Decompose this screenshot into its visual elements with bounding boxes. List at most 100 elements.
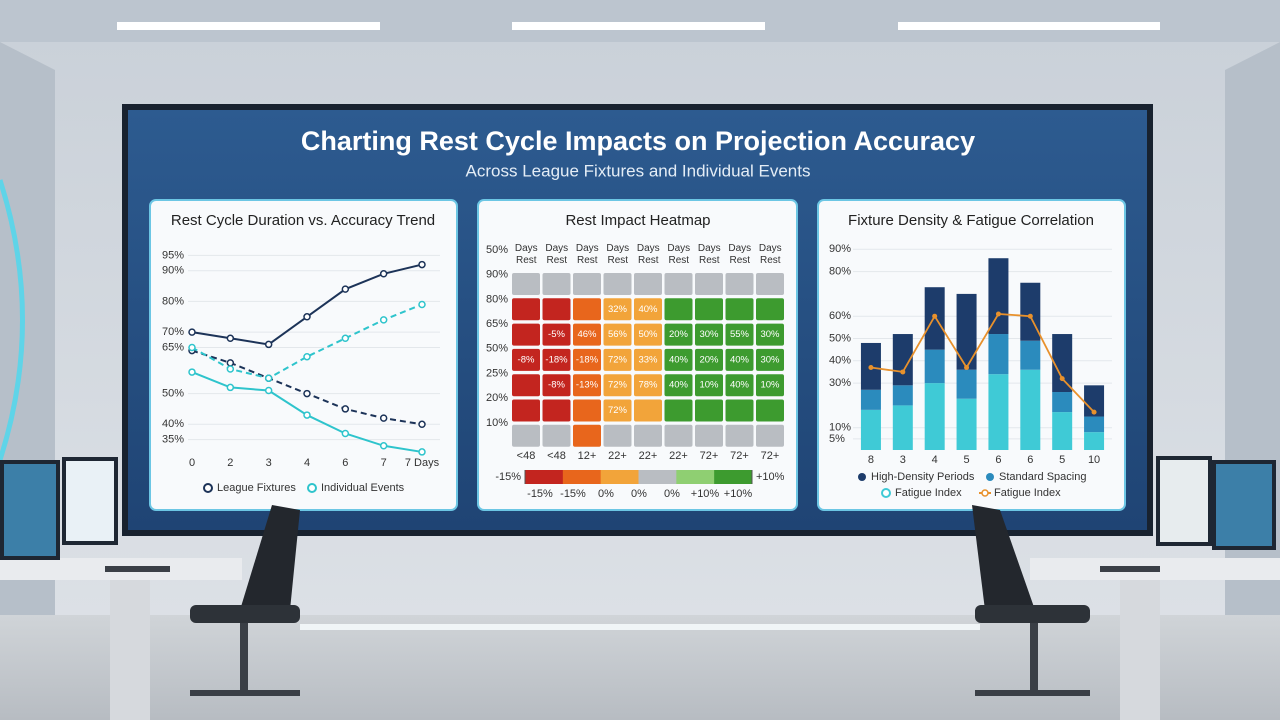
- y-tick-label: 10%: [829, 422, 851, 434]
- legend-marker: [203, 483, 213, 493]
- chair-seat: [975, 605, 1090, 623]
- point: [900, 369, 906, 375]
- heatmap-cell: [573, 273, 601, 295]
- floor: [0, 615, 1280, 720]
- x-tick-label: 5: [964, 454, 970, 466]
- cell-label: -8%: [518, 354, 535, 365]
- right-desk: [972, 456, 1280, 720]
- column-header-text: Days Rest: [728, 243, 752, 266]
- point: [341, 405, 350, 413]
- x-tick-label: 7 Days: [405, 457, 440, 469]
- x-tick-label: <48: [517, 450, 536, 462]
- cell-label: 30%: [760, 329, 780, 340]
- ceiling-light: [512, 22, 765, 30]
- scale-label: 0%: [598, 488, 614, 500]
- heatmap-cell: [725, 298, 754, 321]
- y-tick-label: 30%: [829, 377, 851, 389]
- x-tick-label: 6: [1027, 454, 1033, 466]
- y-tick-label: 40%: [162, 418, 184, 430]
- scale-label: -15%: [527, 488, 553, 500]
- x-tick-label: 6: [342, 457, 348, 469]
- heatmap-cell: [634, 273, 662, 295]
- heatmap-cell: [725, 424, 754, 447]
- cell-label: 46%: [577, 329, 597, 340]
- y-tick-label: 20%: [486, 392, 508, 404]
- chair-base: [190, 690, 300, 696]
- cell-label: 56%: [608, 329, 628, 340]
- colorbar-segment: [638, 470, 677, 484]
- heatmap-cell: [664, 348, 693, 371]
- heatmap-cell: [756, 323, 784, 346]
- legend-label: High-Density Periods: [871, 471, 975, 483]
- x-tick-label: 3: [266, 457, 272, 469]
- cell-label: 72%: [608, 354, 628, 365]
- point: [226, 359, 235, 367]
- heatmap-cell: [664, 273, 693, 295]
- colorbar-segment: [676, 470, 715, 484]
- legend-marker: [307, 483, 317, 493]
- y-tick-label: 80%: [486, 293, 508, 305]
- cell-label: 40%: [669, 380, 689, 391]
- cell-label: 10%: [699, 380, 719, 391]
- column-header: Days Rest: [698, 243, 721, 266]
- desk-cabinet: [110, 580, 150, 720]
- heatmap-cell: [664, 374, 693, 397]
- cell-label: 33%: [638, 354, 658, 365]
- point: [188, 328, 196, 336]
- monitor-screen: [1160, 460, 1208, 542]
- point: [303, 313, 311, 321]
- colorbar-segment: [600, 470, 639, 484]
- x-tick-label: 12+: [578, 450, 597, 462]
- y-tick-label: 60%: [829, 310, 851, 322]
- point: [1091, 409, 1097, 415]
- bar-segment: [988, 334, 1009, 375]
- keyboard: [105, 566, 170, 572]
- cell-label: 55%: [730, 329, 750, 340]
- heatmap-cell: [573, 399, 601, 422]
- y-tick-label: 90%: [162, 265, 184, 277]
- heatmap-cell: [634, 323, 662, 346]
- point: [303, 352, 311, 361]
- heatmap-cell: [542, 273, 571, 295]
- cell-label: -5%: [548, 329, 565, 340]
- point: [341, 285, 350, 293]
- x-tick-label: 22+: [669, 450, 688, 462]
- colorbar-segment: [562, 470, 602, 484]
- column-header: Days Rest: [545, 243, 568, 266]
- heatmap-cell: [573, 374, 601, 397]
- cell-label: 30%: [699, 329, 719, 340]
- heatmap-cell: [725, 399, 754, 422]
- column-header: Days Rest: [667, 243, 690, 266]
- point: [303, 411, 311, 419]
- bar-segment: [924, 349, 945, 384]
- heatmap-cell: [634, 424, 662, 447]
- legend-marker: [981, 489, 989, 497]
- point: [341, 429, 350, 438]
- chair-seat: [190, 605, 300, 623]
- x-tick-label: 2: [227, 457, 233, 469]
- heatmap-cell: [603, 273, 632, 295]
- point: [1027, 313, 1033, 319]
- heatmap-cell: [573, 348, 601, 371]
- heatmap-cell: [695, 374, 723, 397]
- point: [418, 420, 426, 429]
- heatmap-cell: [512, 424, 540, 447]
- x-tick-label: 0: [189, 457, 195, 469]
- cell-label: 30%: [760, 354, 780, 365]
- heatmap-cell: [664, 323, 693, 346]
- point: [188, 368, 196, 376]
- bar-segment: [988, 258, 1009, 335]
- x-tick-label: 6: [995, 454, 1001, 466]
- x-tick-label: 4: [932, 454, 938, 466]
- point: [226, 365, 235, 373]
- heatmap-cell: [542, 374, 571, 397]
- line: [870, 313, 1095, 413]
- point: [188, 343, 196, 352]
- y-tick-label: 40%: [829, 355, 851, 367]
- cell-label: 78%: [638, 380, 658, 391]
- heatmap-cell: [725, 273, 754, 295]
- heatmap-cell: [634, 399, 662, 422]
- x-tick-label: 72+: [700, 450, 719, 462]
- heatmap-cell: [603, 323, 632, 346]
